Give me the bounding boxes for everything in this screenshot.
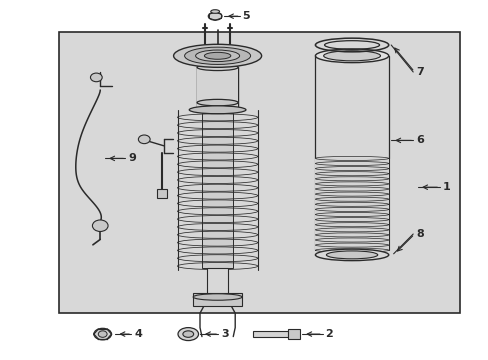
Bar — [202, 113, 233, 268]
Ellipse shape — [184, 47, 250, 64]
Ellipse shape — [193, 294, 242, 300]
Text: 6: 6 — [416, 135, 424, 145]
Bar — [59, 32, 459, 313]
Ellipse shape — [195, 50, 239, 62]
Text: 4: 4 — [134, 329, 142, 339]
Bar — [157, 189, 166, 198]
Circle shape — [92, 220, 108, 231]
Ellipse shape — [197, 64, 238, 71]
Bar — [252, 331, 289, 337]
Bar — [206, 268, 228, 297]
Bar — [315, 158, 388, 250]
Ellipse shape — [323, 51, 380, 61]
Ellipse shape — [183, 331, 193, 337]
Circle shape — [98, 331, 107, 337]
Text: 3: 3 — [221, 329, 228, 339]
Ellipse shape — [315, 49, 388, 63]
Text: 7: 7 — [416, 67, 424, 77]
Text: 9: 9 — [128, 153, 136, 163]
Ellipse shape — [173, 44, 261, 67]
Bar — [193, 293, 242, 306]
Ellipse shape — [94, 328, 111, 340]
Circle shape — [138, 135, 150, 144]
Text: 2: 2 — [325, 329, 332, 339]
Text: 5: 5 — [242, 11, 250, 21]
Ellipse shape — [197, 99, 238, 106]
Ellipse shape — [325, 251, 377, 259]
Ellipse shape — [204, 52, 230, 59]
Text: 8: 8 — [416, 229, 424, 239]
Text: 1: 1 — [442, 182, 449, 192]
Ellipse shape — [210, 10, 219, 13]
Bar — [287, 329, 299, 339]
Ellipse shape — [208, 12, 222, 20]
Ellipse shape — [189, 106, 245, 114]
Ellipse shape — [315, 249, 388, 261]
Ellipse shape — [178, 328, 198, 341]
Bar — [315, 56, 388, 158]
Circle shape — [90, 73, 102, 82]
Bar — [197, 67, 238, 110]
